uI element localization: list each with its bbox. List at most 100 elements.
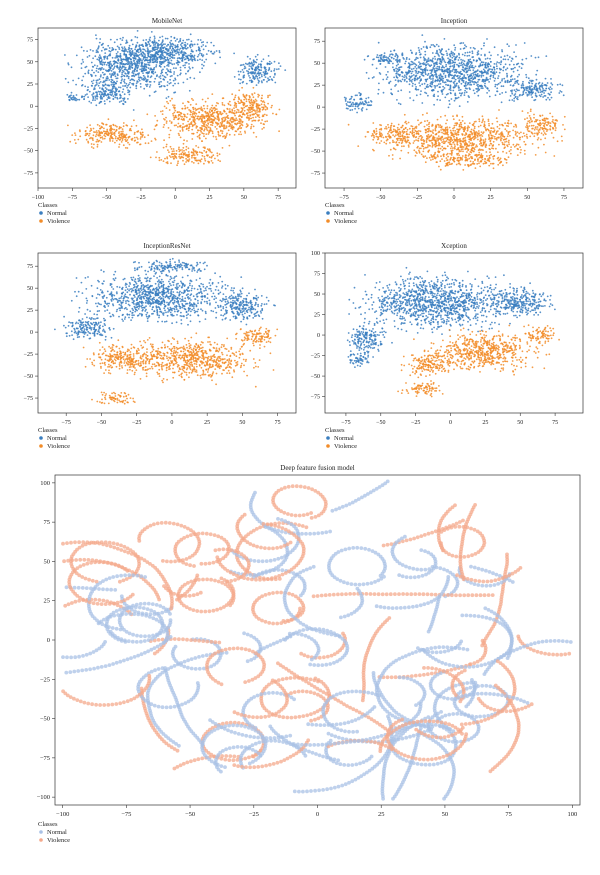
data-point <box>262 114 264 117</box>
legend-label: Normal <box>47 210 67 217</box>
data-point <box>422 46 425 48</box>
x-tick-label: −100 <box>32 195 44 201</box>
data-point <box>439 116 442 118</box>
data-point <box>167 48 170 51</box>
data-point <box>114 91 117 94</box>
data-point <box>449 70 452 72</box>
data-point <box>453 124 456 127</box>
data-point <box>255 84 258 86</box>
data-point <box>146 47 149 49</box>
data-point <box>113 62 116 65</box>
data-point <box>525 57 528 60</box>
data-point <box>177 160 180 163</box>
data-point <box>102 61 104 64</box>
data-point <box>449 62 452 65</box>
data-point <box>166 73 169 76</box>
data-point <box>129 68 132 70</box>
data-point <box>115 77 118 80</box>
data-point <box>444 129 447 132</box>
data-point <box>241 69 244 71</box>
data-point <box>427 127 430 130</box>
data-point <box>153 39 156 41</box>
data-point <box>488 122 490 125</box>
data-point <box>167 69 170 72</box>
data-point <box>106 130 109 133</box>
data-point <box>216 152 219 155</box>
data-point <box>460 123 463 126</box>
data-point <box>200 41 203 44</box>
data-point <box>418 135 421 138</box>
data-point <box>185 128 188 131</box>
data-point <box>257 106 260 109</box>
data-point <box>191 156 193 159</box>
data-point <box>436 84 439 87</box>
data-point <box>147 41 150 44</box>
data-point <box>417 88 420 91</box>
data-point <box>471 76 474 78</box>
data-point <box>486 71 489 74</box>
data-point <box>143 136 146 139</box>
data-point <box>146 83 149 86</box>
data-point <box>466 73 469 76</box>
data-point <box>492 127 495 130</box>
data-point <box>507 133 510 136</box>
data-point <box>425 85 428 88</box>
data-point <box>519 136 522 139</box>
data-point <box>494 85 497 88</box>
data-point <box>91 65 94 68</box>
data-point <box>494 77 497 80</box>
data-point <box>138 44 141 46</box>
data-point <box>190 151 193 154</box>
data-point <box>431 125 433 127</box>
data-point <box>478 118 481 121</box>
data-point <box>150 31 153 33</box>
data-point <box>66 93 69 96</box>
data-point <box>185 116 188 119</box>
y-tick-label: −50 <box>24 149 33 155</box>
data-point <box>427 94 429 97</box>
data-point <box>125 140 128 142</box>
data-point <box>131 70 134 73</box>
data-point <box>178 155 181 158</box>
data-point <box>191 114 194 116</box>
data-point <box>506 54 509 57</box>
data-point <box>122 36 124 39</box>
data-point <box>187 70 189 73</box>
data-point <box>464 68 467 71</box>
data-point <box>137 141 139 144</box>
data-point <box>418 49 421 52</box>
data-point <box>187 151 190 153</box>
data-point <box>349 109 352 112</box>
data-point <box>183 114 186 116</box>
data-point <box>497 54 499 56</box>
data-point <box>67 81 70 84</box>
data-point <box>98 93 101 96</box>
data-point <box>102 130 105 133</box>
data-point <box>92 92 95 95</box>
data-point <box>261 97 263 100</box>
data-point <box>110 75 113 78</box>
data-point <box>494 94 497 97</box>
data-point <box>411 78 414 81</box>
data-point <box>121 47 124 50</box>
data-point <box>118 67 121 69</box>
data-point <box>236 119 238 121</box>
data-point <box>404 60 407 63</box>
data-point <box>139 138 142 140</box>
data-point <box>384 66 387 68</box>
data-point <box>405 130 408 133</box>
data-point <box>436 50 438 53</box>
data-point <box>426 119 429 122</box>
data-point <box>513 63 515 66</box>
data-point <box>126 56 129 59</box>
data-point <box>255 66 257 69</box>
data-point <box>453 71 456 74</box>
data-point <box>407 136 410 139</box>
data-point <box>424 63 426 65</box>
data-point <box>200 151 203 154</box>
data-point <box>158 56 161 58</box>
data-point <box>454 94 456 96</box>
data-point <box>250 126 253 128</box>
data-point <box>100 49 103 52</box>
data-point <box>194 159 197 162</box>
